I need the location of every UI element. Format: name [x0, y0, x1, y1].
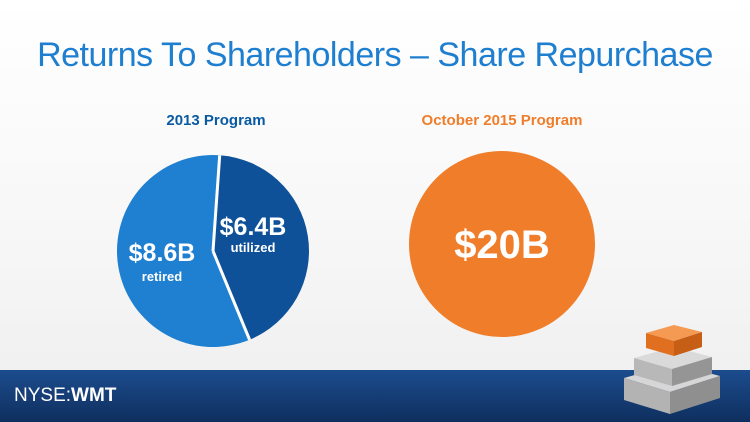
pie-chart-2013: $6.4B utilized $8.6B retired	[116, 155, 309, 347]
chart-title-2013-program: 2013 Program	[166, 112, 266, 129]
pie-chart-2015: $20B	[409, 151, 595, 337]
data-label-utilized-caption: utilized	[231, 240, 276, 255]
pie-slice-2015-total	[409, 151, 595, 337]
pie-slice-divider	[211, 250, 251, 341]
pie-slice-utilized	[213, 155, 309, 340]
pie-slice-retired	[116, 155, 250, 347]
data-label-retired-value: $8.6B	[129, 239, 196, 267]
chart-title-october-2015-program: October 2015 Program	[421, 112, 583, 129]
slide-title: Returns To Shareholders – Share Repurcha…	[37, 36, 713, 74]
stacked-blocks-logo-icon	[624, 325, 720, 414]
data-label-retired-caption: retired	[142, 269, 183, 284]
exchange-label: NYSE:	[14, 385, 72, 406]
stock-ticker: NYSE:WMT	[14, 385, 116, 407]
data-label-utilized-value: $6.4B	[220, 213, 287, 241]
data-label-2015-total: $20B	[454, 223, 550, 267]
ticker-label: WMT	[71, 385, 117, 406]
pie-slice-divider	[211, 155, 222, 252]
